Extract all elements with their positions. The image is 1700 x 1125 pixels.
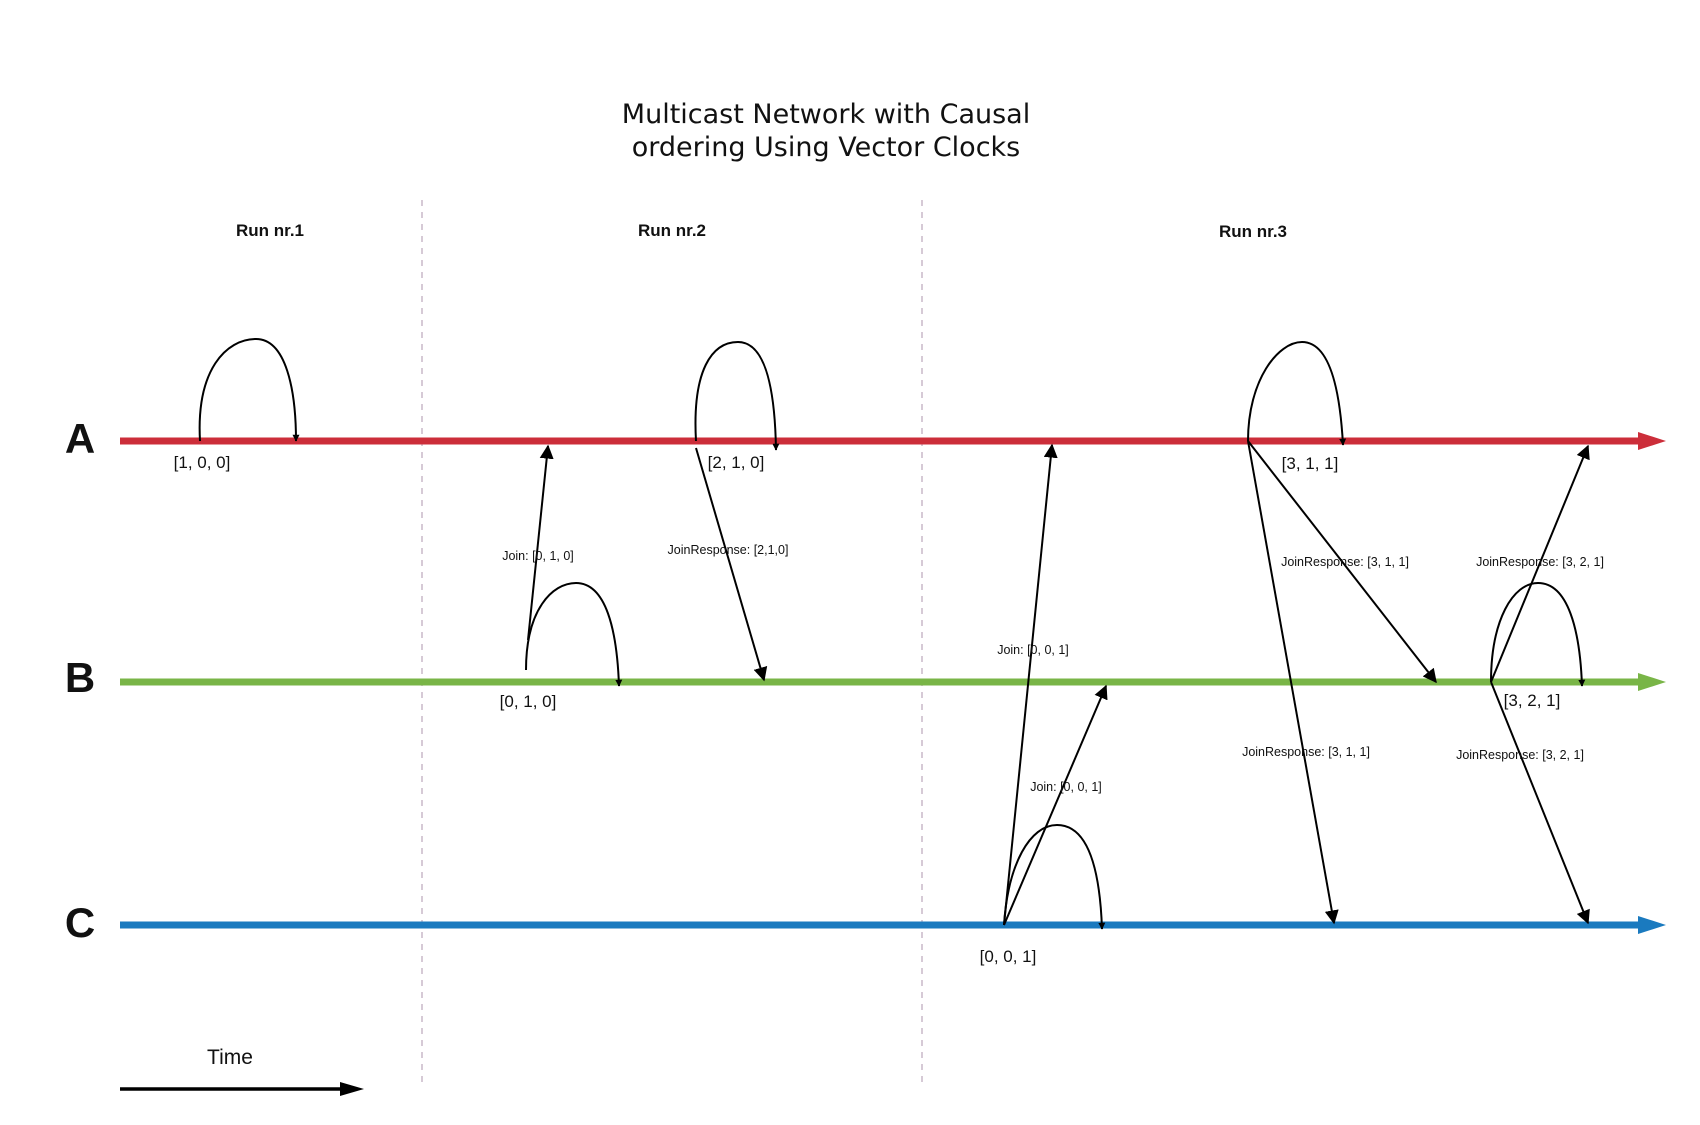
joinresponse-arrow-a-to-b-run3 [1247,440,1437,684]
process-a-arrowhead [1638,432,1666,450]
clock-c-run3: [0, 0, 1] [980,947,1037,966]
msg-label-joinresponse-a-to-b-run2: JoinResponse: [2,1,0] [668,543,789,557]
clock-a-run3: [3, 1, 1] [1282,454,1339,473]
joinresponse-arrow-b-to-c-run3 [1490,681,1590,925]
clock-b-run3: [3, 2, 1] [1504,691,1561,710]
join-arrow-b-to-a [527,444,554,641]
msg-label-joinresponse-a-to-c-run3: JoinResponse: [3, 1, 1] [1242,745,1370,759]
a-local-event-loop-run2 [694,340,780,451]
run-3-label: Run nr.3 [1219,222,1287,241]
diagram-title-line-2: ordering Using Vector Clocks [632,132,1021,163]
process-a-label: A [65,415,95,462]
join-arrow-c-to-b [1003,684,1108,926]
joinresponse-arrow-a-to-b-run2 [695,447,768,682]
joinresponse-arrow-a-to-c-run3 [1247,440,1339,925]
clock-b-run2: [0, 1, 0] [500,692,557,711]
process-c-arrowhead [1638,916,1666,934]
msg-label-joinresponse-b-to-a-run3: JoinResponse: [3, 2, 1] [1476,555,1604,569]
time-label: Time [207,1046,253,1069]
a-local-event-loop-run3 [1247,340,1347,446]
b-local-event-loop-run2 [525,581,623,687]
joinresponse-arrow-b-to-a-run3 [1490,444,1590,683]
msg-label-join-b-to-a: Join: [0, 1, 0] [502,549,574,563]
msg-label-join-c-to-b: Join: [0, 0, 1] [1030,780,1102,794]
process-c-label: C [65,899,95,946]
time-arrowhead [340,1082,364,1096]
process-b-label: B [65,654,95,701]
c-local-event-loop-run3 [1003,823,1106,930]
msg-label-joinresponse-a-to-b-run3: JoinResponse: [3, 1, 1] [1281,555,1409,569]
a-local-event-loop-run1 [198,337,300,442]
msg-label-joinresponse-b-to-c-run3: JoinResponse: [3, 2, 1] [1456,748,1584,762]
clock-a-run1: [1, 0, 0] [174,453,231,472]
diagram-title-line-1: Multicast Network with Causal [622,99,1030,130]
process-b-arrowhead [1638,673,1666,691]
join-arrow-c-to-a [1003,443,1058,926]
run-2-label: Run nr.2 [638,221,706,240]
clock-a-run2: [2, 1, 0] [708,453,765,472]
msg-label-join-c-to-a: Join: [0, 0, 1] [997,643,1069,657]
b-local-event-loop-run3 [1490,581,1586,687]
run-1-label: Run nr.1 [236,221,304,240]
